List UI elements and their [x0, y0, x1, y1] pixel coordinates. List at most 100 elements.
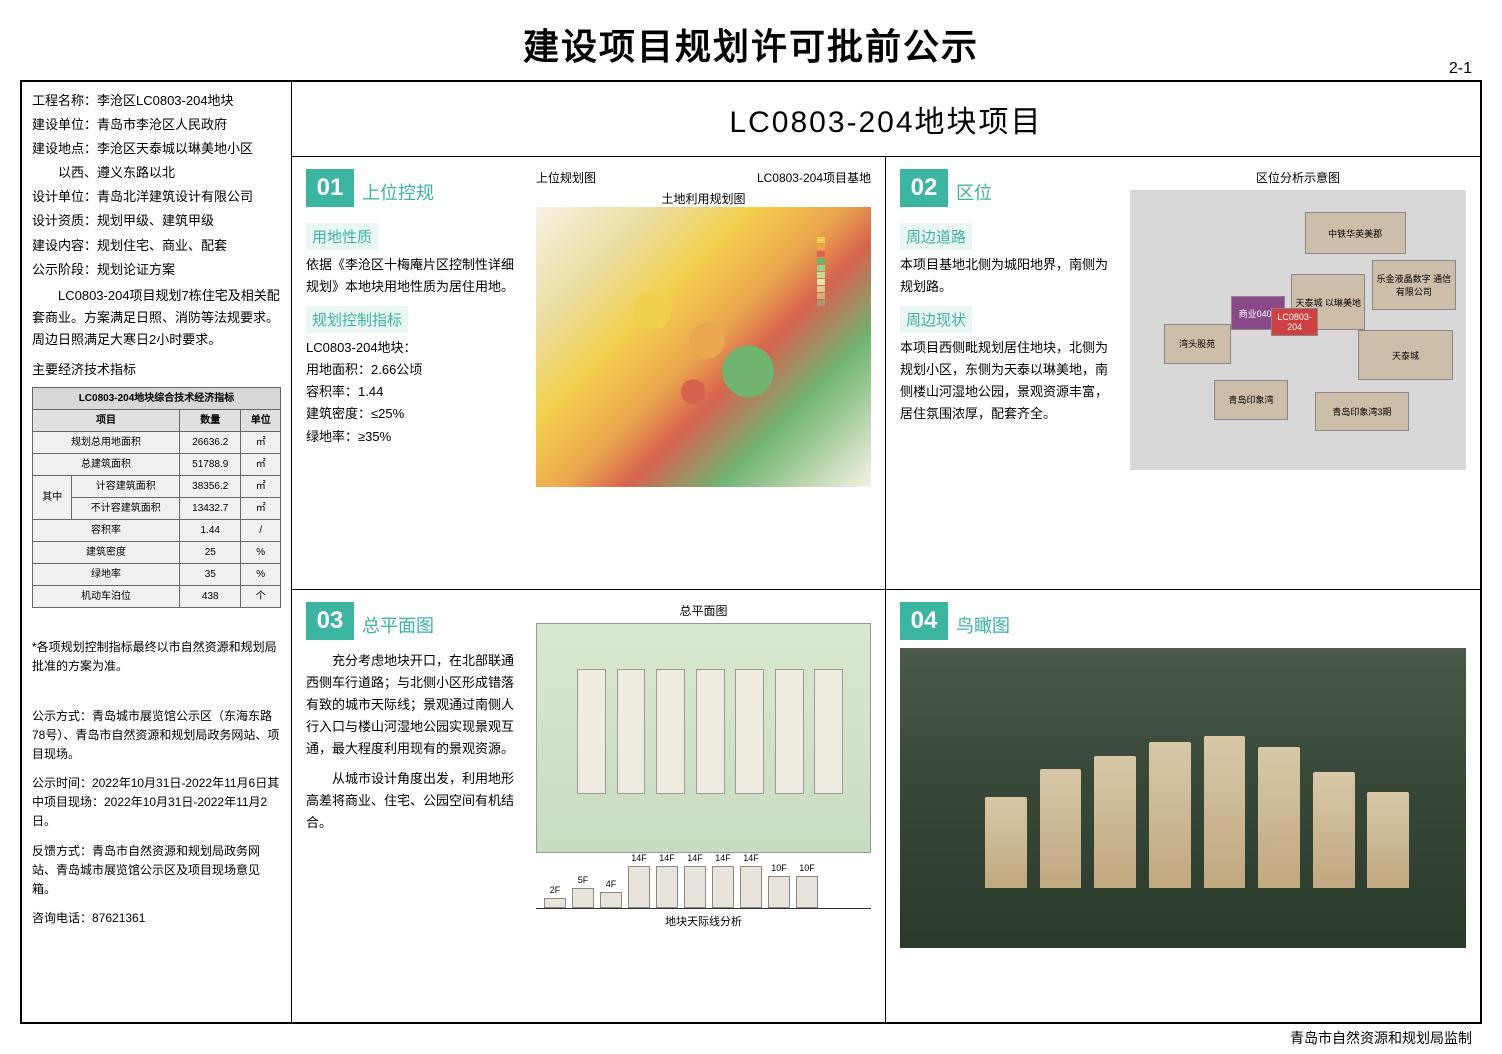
aerial-tower: [985, 797, 1027, 888]
main-frame: 工程名称：李沧区LC0803-204地块建设单位：青岛市李沧区人民政府建设地点：…: [20, 80, 1482, 1024]
skyline-chart: 2F5F4F14F14F14F14F14F10F10F: [536, 859, 871, 909]
table-row: 机动车泊位438个: [33, 586, 281, 608]
legend-item: [817, 286, 867, 292]
table-row: 规划总用地面积26636.2㎡: [33, 432, 281, 454]
location-block: 乐金液晶数字 通信有限公司: [1372, 260, 1456, 310]
legend-item: [817, 300, 867, 306]
map-label-1: 上位规划图: [536, 169, 596, 186]
legend-item: [817, 251, 867, 257]
map-label-2: LC0803-204项目基地: [757, 169, 871, 186]
footer-credit: 青岛市自然资源和规划局监制: [1290, 1028, 1472, 1048]
panel-site-plan: 03 总平面图 充分考虑地块开口，在北部联通西侧车行道路；与北侧小区形成错落有致…: [292, 590, 886, 1023]
econ-title: 主要经济技术指标: [32, 359, 281, 381]
text-land-use: 依据《李沧区十梅庵片区控制性详细规划》本地块用地性质为居住用地。: [306, 254, 526, 298]
info-row: 设计单位：青岛北洋建筑设计有限公司: [32, 186, 281, 208]
sub-roads: 周边道路: [900, 223, 972, 250]
sub-land-use: 用地性质: [306, 223, 378, 250]
skyline-bar: 10F: [796, 876, 818, 908]
text-siteplan-1: 充分考虑地块开口，在北部联通西侧车行道路；与北侧小区形成错落有致的城市天际线；景…: [306, 650, 526, 760]
text-siteplan-2: 从城市设计角度出发，利用地形高差将商业、住宅、公园空间有机结合。: [306, 768, 526, 834]
table-row: 总建筑面积51788.9㎡: [33, 454, 281, 476]
aerial-tower: [1313, 772, 1355, 888]
panel-title-01: 上位控规: [362, 179, 434, 207]
note-method: 公示方式：青岛城市展览馆公示区（东海东路78号）、青岛市自然资源和规划局政务网站…: [32, 707, 281, 765]
panel-num-03: 03: [306, 602, 354, 640]
legend-item: [817, 244, 867, 250]
panel-title-02: 区位: [956, 179, 992, 207]
location-block: 中铁华英美郡: [1305, 212, 1406, 254]
map-legend: [817, 237, 867, 307]
sidebar: 工程名称：李沧区LC0803-204地块建设单位：青岛市李沧区人民政府建设地点：…: [22, 82, 292, 1022]
text-control-index: LC0803-204地块： 用地面积：2.66公顷 容积率：1.44 建筑密度：…: [306, 337, 526, 447]
panel-location: 02 区位 周边道路 本项目基地北侧为城阳地界，南侧为规划路。 周边现状 本项目…: [886, 157, 1480, 590]
skyline-bar: 14F: [740, 866, 762, 908]
info-row: 工程名称：李沧区LC0803-204地块: [32, 90, 281, 112]
page-number: 2-1: [1449, 60, 1472, 78]
table-row: 建筑密度25%: [33, 542, 281, 564]
building-footprint: [617, 669, 646, 794]
panel-aerial: 04 鸟瞰图: [886, 590, 1480, 1023]
legend-item: [817, 258, 867, 264]
panel-title-03: 总平面图: [362, 612, 434, 640]
text-roads: 本项目基地北侧为城阳地界，南侧为规划路。: [900, 254, 1120, 298]
skyline-bar: 14F: [628, 866, 650, 908]
info-row: 建设地点：李沧区天泰城以琳美地小区: [32, 138, 281, 160]
building-footprint: [577, 669, 606, 794]
site-plan-image: [536, 623, 871, 853]
skyline-bar: 2F: [544, 898, 566, 908]
building-footprint: [735, 669, 764, 794]
panel-num-02: 02: [900, 169, 948, 207]
panel-num-01: 01: [306, 169, 354, 207]
location-block: 青岛印象湾3期: [1315, 392, 1409, 431]
legend-item: [817, 293, 867, 299]
aerial-tower: [1040, 769, 1082, 888]
aerial-tower: [1204, 736, 1246, 888]
text-surroundings: 本项目西侧毗规划居住地块，北侧为规划小区，东侧为天泰以琳美地，南侧楼山河湿地公园…: [900, 337, 1120, 425]
info-row: 建设内容：规划住宅、商业、配套: [32, 235, 281, 257]
table-row: 容积率1.44/: [33, 520, 281, 542]
table-row: 其中计容建筑面积38356.2㎡: [33, 476, 281, 498]
aerial-view: [900, 648, 1466, 948]
aerial-tower: [1149, 742, 1191, 887]
info-row: 以西、遵义东路以北: [32, 162, 281, 184]
skyline-title: 地块天际线分析: [536, 913, 871, 929]
location-block: 青岛印象湾: [1214, 380, 1288, 419]
location-map-label: 区位分析示意图: [1130, 169, 1466, 186]
sub-surroundings: 周边现状: [900, 306, 972, 333]
location-map: 中铁华英美郡天泰城 以琳美地乐金液晶数字 通信有限公司商业0401LC0803-…: [1130, 190, 1466, 470]
note-feedback: 反馈方式：青岛市自然资源和规划局政务网站、青岛城市展览馆公示区及项目现场意见箱。: [32, 842, 281, 900]
building-footprint: [814, 669, 843, 794]
aerial-tower: [1094, 756, 1136, 888]
note-disclaimer: *各项规划控制指标最终以市自然资源和规划局批准的方案为准。: [32, 638, 281, 676]
upper-plan-map: [536, 207, 871, 487]
location-block: 天泰城: [1358, 330, 1452, 380]
econ-table: LC0803-204地块综合技术经济指标 项目 数量 单位 规划总用地面积266…: [32, 387, 281, 608]
info-row: 公示阶段：规划论证方案: [32, 259, 281, 281]
map-label-3: 土地利用规划图: [661, 192, 745, 206]
location-block: LC0803-204: [1271, 308, 1318, 336]
panel-title-04: 鸟瞰图: [956, 612, 1010, 640]
sub-control-index: 规划控制指标: [306, 306, 408, 333]
skyline-bar: 10F: [768, 876, 790, 908]
note-phone: 咨询电话：87621361: [32, 909, 281, 928]
table-row: 绿地率35%: [33, 564, 281, 586]
aerial-tower: [1367, 792, 1409, 888]
project-desc: LC0803-204项目规划7栋住宅及相关配套商业。方案满足日照、消防等法规要求…: [32, 285, 281, 351]
info-row: 设计资质：规划甲级、建筑甲级: [32, 210, 281, 232]
location-block: 湾头股苑: [1164, 324, 1231, 363]
skyline-bar: 14F: [684, 866, 706, 908]
content-area: LC0803-204地块项目 01 上位控规 用地性质 依据《李沧区十梅庵片区控…: [292, 82, 1480, 1022]
note-period: 公示时间：2022年10月31日-2022年11月6日其中项目现场：2022年1…: [32, 774, 281, 832]
content-title: LC0803-204地块项目: [292, 82, 1480, 157]
building-footprint: [656, 669, 685, 794]
skyline-bar: 4F: [600, 892, 622, 908]
legend-item: [817, 279, 867, 285]
legend-item: [817, 272, 867, 278]
skyline-bar: 5F: [572, 888, 594, 908]
legend-item: [817, 265, 867, 271]
building-footprint: [696, 669, 725, 794]
aerial-tower: [1258, 747, 1300, 887]
siteplan-label: 总平面图: [536, 602, 871, 619]
panel-num-04: 04: [900, 602, 948, 640]
page-title: 建设项目规划许可批前公示: [0, 0, 1502, 82]
